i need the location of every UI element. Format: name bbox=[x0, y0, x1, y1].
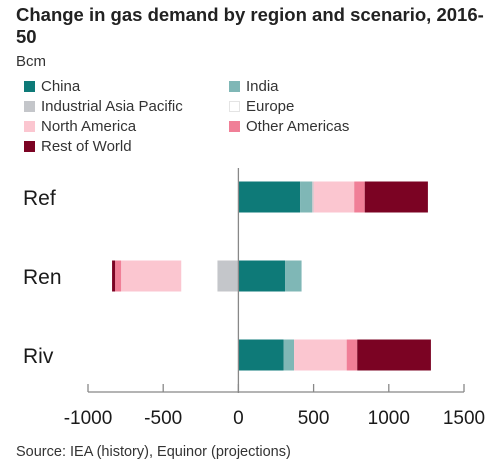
legend-label: Industrial Asia Pacific bbox=[41, 98, 183, 115]
bar-segment bbox=[285, 260, 302, 292]
unit-label: Bcm bbox=[16, 53, 46, 70]
x-tick-label: 500 bbox=[298, 408, 330, 429]
bar-segment bbox=[313, 181, 355, 213]
legend-item: North America bbox=[24, 118, 136, 135]
category-label: Riv bbox=[23, 345, 54, 368]
legend-label: North America bbox=[41, 118, 137, 135]
bar-segment bbox=[300, 181, 313, 213]
legend-label: China bbox=[41, 78, 81, 95]
category-label: Ren bbox=[23, 266, 62, 289]
legend-item: Rest of World bbox=[24, 138, 132, 155]
legend-swatch bbox=[229, 121, 240, 132]
bar-segment bbox=[312, 181, 314, 213]
chart-title: Change in gas demand by region and scena… bbox=[16, 4, 484, 47]
legend-item: Other Americas bbox=[229, 118, 349, 135]
bar-segment bbox=[238, 339, 284, 371]
bar-segment bbox=[121, 260, 182, 292]
bar-segment bbox=[217, 260, 239, 292]
legend-label: India bbox=[246, 78, 279, 95]
legend-item: China bbox=[24, 78, 80, 95]
legend-item: Industrial Asia Pacific bbox=[24, 98, 183, 115]
bar-segment bbox=[283, 339, 295, 371]
x-tick-label: -500 bbox=[144, 408, 182, 429]
legend-label: Europe bbox=[246, 98, 295, 115]
bar-segment bbox=[238, 181, 301, 213]
legend-swatch bbox=[24, 121, 35, 132]
legend-swatch bbox=[229, 81, 240, 92]
legend-item: India bbox=[229, 78, 279, 95]
legend-swatch bbox=[24, 81, 35, 92]
legend-swatch bbox=[24, 101, 35, 112]
bar-segment bbox=[221, 339, 239, 371]
x-tick-label: 1000 bbox=[368, 408, 410, 429]
bar-segment bbox=[181, 260, 218, 292]
bar-segment bbox=[354, 181, 365, 213]
bar-segment bbox=[115, 260, 122, 292]
x-tick-label: 1500 bbox=[443, 408, 485, 429]
category-label: Ref bbox=[23, 187, 56, 210]
source-note: Source: IEA (history), Equinor (projecti… bbox=[16, 444, 291, 460]
legend-label: Other Americas bbox=[246, 118, 350, 135]
legend-swatch bbox=[229, 101, 240, 112]
x-tick-label: -1000 bbox=[64, 408, 113, 429]
bar-segment bbox=[364, 181, 428, 213]
bar-segment bbox=[238, 260, 286, 292]
bar-segment bbox=[227, 181, 239, 213]
legend-label: Rest of World bbox=[41, 138, 132, 155]
bar-segment bbox=[357, 339, 431, 371]
legend-item: Europe bbox=[229, 98, 294, 115]
bar-segment bbox=[294, 339, 347, 371]
bar-segment bbox=[112, 260, 116, 292]
x-tick-label: 0 bbox=[233, 408, 244, 429]
bar-segment bbox=[346, 339, 358, 371]
legend-swatch bbox=[24, 141, 35, 152]
